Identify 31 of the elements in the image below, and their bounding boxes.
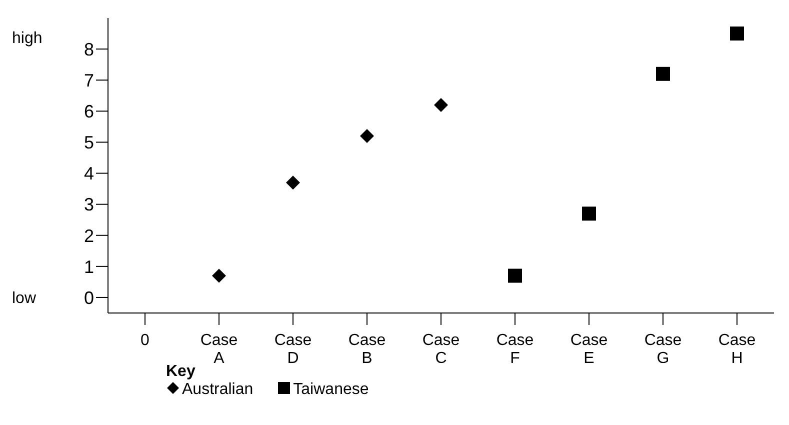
x-tick-label: Case A xyxy=(200,332,238,367)
x-tick-label: Case F xyxy=(496,332,534,367)
y-tick-label: 8 xyxy=(84,39,94,60)
y-tick-label: 1 xyxy=(84,256,94,277)
x-tick-label: 0 xyxy=(140,332,150,349)
text: high xyxy=(12,30,42,48)
y-tick-label: 0 xyxy=(84,288,94,308)
legend-label: Taiwanese xyxy=(292,381,369,399)
y-tick-label: 6 xyxy=(84,102,94,122)
point xyxy=(582,206,596,221)
x-tick-label: Case E xyxy=(570,332,608,367)
x-tick-label: Case B xyxy=(348,332,386,367)
point xyxy=(656,66,670,81)
x-tick-label: Case H xyxy=(718,332,756,367)
point xyxy=(286,176,300,190)
y-tick-label: 2 xyxy=(84,226,94,246)
x-tick-label: Case D xyxy=(274,332,312,367)
point xyxy=(730,26,744,41)
point xyxy=(212,268,226,283)
x-tick-label: Case G xyxy=(644,332,682,367)
point xyxy=(434,98,448,112)
legend-label: Australian xyxy=(181,381,254,399)
point xyxy=(508,268,522,283)
y-tick-label: 7 xyxy=(84,70,94,90)
y-tick-label: 4 xyxy=(84,164,94,184)
text: low xyxy=(12,290,36,308)
y-tick-label: 5 xyxy=(84,132,94,153)
point xyxy=(360,129,374,143)
y-tick-label: 3 xyxy=(84,194,94,215)
x-tick-label: Case C xyxy=(422,332,460,367)
legend-title: Key xyxy=(166,363,196,380)
